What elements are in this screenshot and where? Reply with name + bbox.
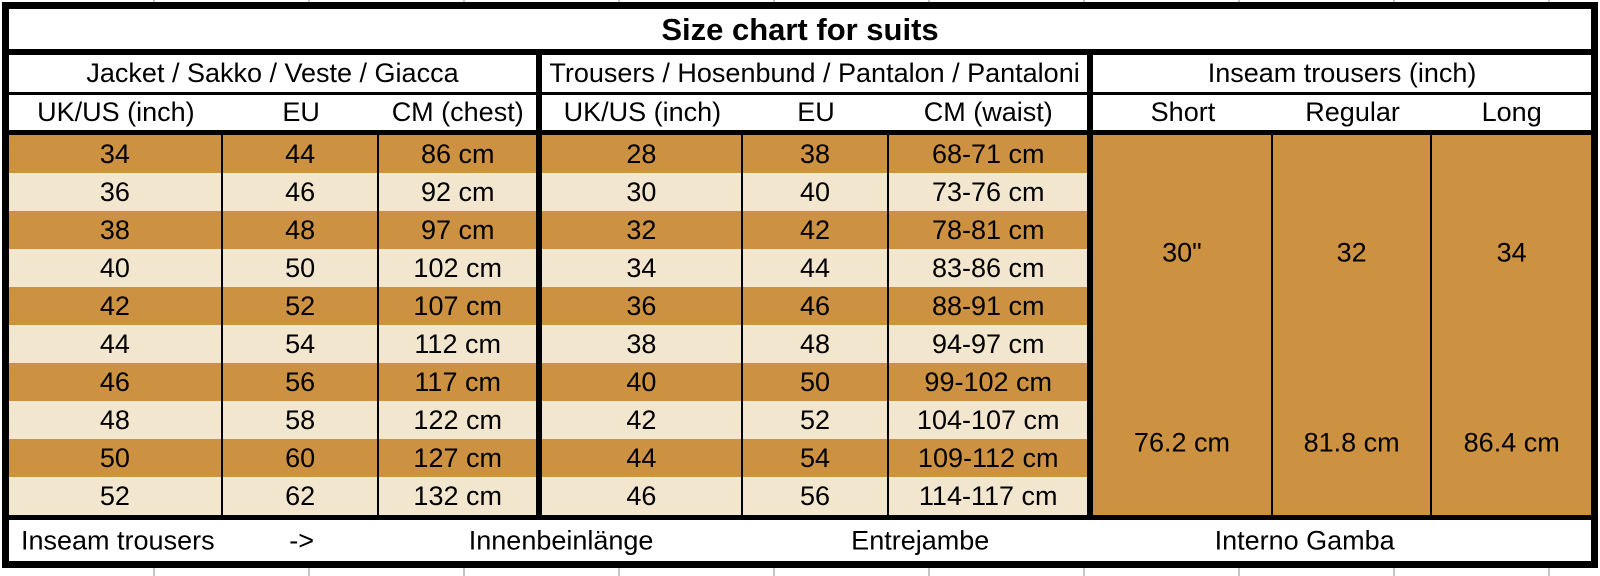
trousers-cell: 56	[742, 477, 890, 515]
jacket-cell: 112 cm	[379, 325, 543, 363]
inseam-short-inch: 30"	[1162, 237, 1202, 268]
trousers-cell: 48	[742, 325, 890, 363]
footer-label-french: Entrejambe	[851, 525, 990, 555]
jacket-cell: 42	[9, 287, 223, 325]
column-header-inseam-long: Long	[1432, 95, 1591, 135]
section-header-jacket: Jacket / Sakko / Veste / Giacca	[9, 55, 543, 95]
jacket-cell: 117 cm	[379, 363, 543, 401]
trousers-cell: 44	[742, 249, 890, 287]
jacket-cell: 46	[222, 173, 380, 211]
inseam-regular-inch: 32	[1336, 237, 1367, 268]
jacket-cell: 62	[222, 477, 380, 515]
footer-label-german: Innenbeinlänge	[468, 525, 654, 555]
jacket-cell: 92 cm	[379, 173, 543, 211]
trousers-cell: 99-102 cm	[889, 363, 1094, 401]
column-header-jacket-eu: EU	[222, 95, 380, 135]
jacket-cell: 52	[222, 287, 380, 325]
jacket-cell: 48	[9, 401, 223, 439]
jacket-cell: 36	[9, 173, 223, 211]
spreadsheet-gridlines-bottom	[0, 568, 1600, 576]
trousers-cell: 36	[542, 287, 743, 325]
inseam-cell-long: 34 86.4 cm	[1432, 135, 1591, 515]
footer-label-english: Inseam trousers	[21, 525, 215, 555]
trousers-cell: 42	[742, 211, 890, 249]
footer-arrow: ->	[289, 525, 315, 555]
trousers-cell: 32	[542, 211, 743, 249]
table-title: Size chart for suits	[9, 9, 1591, 55]
jacket-cell: 48	[222, 211, 380, 249]
spreadsheet-gridlines-top	[0, 0, 1600, 2]
trousers-cell: 44	[542, 439, 743, 477]
jacket-cell: 46	[9, 363, 223, 401]
inseam-regular-cm: 81.8 cm	[1303, 427, 1400, 458]
column-header-jacket-ukus: UK/US (inch)	[9, 95, 223, 135]
section-header-inseam: Inseam trousers (inch)	[1093, 55, 1591, 95]
trousers-cell: 54	[742, 439, 890, 477]
jacket-cell: 34	[9, 135, 223, 173]
jacket-cell: 122 cm	[379, 401, 543, 439]
jacket-cell: 102 cm	[379, 249, 543, 287]
jacket-cell: 52	[9, 477, 223, 515]
jacket-cell: 44	[9, 325, 223, 363]
jacket-cell: 58	[222, 401, 380, 439]
inseam-cell-short: 30" 76.2 cm	[1093, 135, 1273, 515]
trousers-cell: 88-91 cm	[889, 287, 1094, 325]
jacket-cell: 56	[222, 363, 380, 401]
trousers-cell: 78-81 cm	[889, 211, 1094, 249]
trousers-cell: 28	[542, 135, 743, 173]
trousers-cell: 83-86 cm	[889, 249, 1094, 287]
jacket-cell: 50	[222, 249, 380, 287]
jacket-cell: 127 cm	[379, 439, 543, 477]
inseam-long-cm: 86.4 cm	[1463, 427, 1560, 458]
trousers-cell: 40	[742, 173, 890, 211]
inseam-short-cm: 76.2 cm	[1133, 427, 1230, 458]
column-header-jacket-cm: CM (chest)	[379, 95, 543, 135]
inseam-long-inch: 34	[1496, 237, 1527, 268]
trousers-cell: 73-76 cm	[889, 173, 1094, 211]
column-header-inseam-short: Short	[1093, 95, 1273, 135]
trousers-cell: 46	[542, 477, 743, 515]
trousers-cell: 30	[542, 173, 743, 211]
jacket-cell: 44	[222, 135, 380, 173]
jacket-cell: 86 cm	[379, 135, 543, 173]
footer-row: Inseam trousers -> Innenbeinlänge Entrej…	[9, 515, 1591, 561]
trousers-cell: 46	[742, 287, 890, 325]
trousers-cell: 94-97 cm	[889, 325, 1094, 363]
inseam-cell-regular: 32 81.8 cm	[1272, 135, 1433, 515]
trousers-cell: 109-112 cm	[889, 439, 1094, 477]
trousers-cell: 114-117 cm	[889, 477, 1094, 515]
trousers-cell: 68-71 cm	[889, 135, 1094, 173]
jacket-cell: 38	[9, 211, 223, 249]
jacket-cell: 50	[9, 439, 223, 477]
column-header-trousers-cm: CM (waist)	[889, 95, 1094, 135]
jacket-cell: 132 cm	[379, 477, 543, 515]
trousers-cell: 38	[742, 135, 890, 173]
jacket-cell: 40	[9, 249, 223, 287]
column-header-inseam-regular: Regular	[1272, 95, 1433, 135]
trousers-cell: 42	[542, 401, 743, 439]
trousers-cell: 38	[542, 325, 743, 363]
jacket-cell: 97 cm	[379, 211, 543, 249]
jacket-cell: 60	[222, 439, 380, 477]
trousers-cell: 34	[542, 249, 743, 287]
footer-label-italian: Interno Gamba	[1214, 525, 1395, 555]
section-header-trousers: Trousers / Hosenbund / Pantalon / Pantal…	[542, 55, 1094, 95]
jacket-cell: 107 cm	[379, 287, 543, 325]
jacket-cell: 54	[222, 325, 380, 363]
trousers-cell: 52	[742, 401, 890, 439]
trousers-cell: 40	[542, 363, 743, 401]
trousers-cell: 50	[742, 363, 890, 401]
column-header-trousers-ukus: UK/US (inch)	[542, 95, 743, 135]
trousers-cell: 104-107 cm	[889, 401, 1094, 439]
column-header-trousers-eu: EU	[742, 95, 890, 135]
